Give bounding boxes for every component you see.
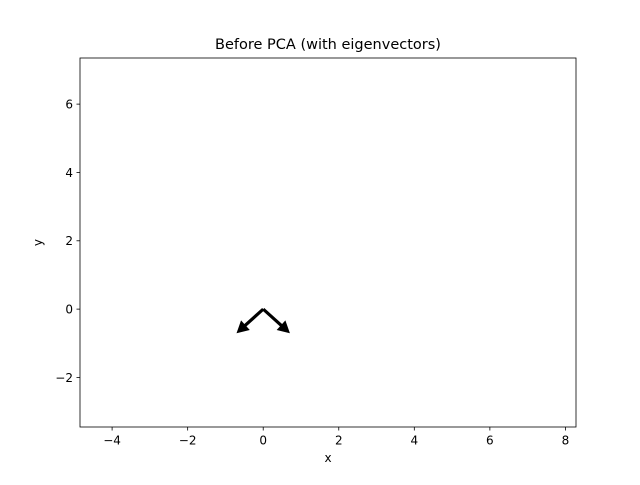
- x-axis-ticks: −4 −2 0 2 4 6 8: [103, 427, 569, 448]
- y-tick-label: 6: [65, 97, 73, 111]
- y-axis-ticks: −2 0 2 4 6: [55, 97, 80, 385]
- eigenvector-arrows: [236, 307, 290, 334]
- y-tick-label: 0: [65, 302, 73, 316]
- x-tick-label: −2: [179, 434, 197, 448]
- eigenvector-arrow-2: [262, 307, 290, 334]
- y-axis-label: y: [31, 239, 45, 246]
- x-tick-label: 2: [335, 434, 343, 448]
- chart-title: Before PCA (with eigenvectors): [215, 37, 441, 53]
- eigenvector-arrow-1: [236, 307, 265, 334]
- y-tick-label: −2: [55, 371, 73, 385]
- y-tick-label: 4: [65, 166, 73, 180]
- x-tick-label: 4: [410, 434, 418, 448]
- x-tick-label: 0: [259, 434, 267, 448]
- x-axis-label: x: [324, 451, 331, 465]
- x-tick-label: −4: [103, 434, 121, 448]
- plot-area: [80, 58, 576, 427]
- plot-frame: [79, 57, 577, 428]
- x-tick-label: 8: [562, 434, 570, 448]
- x-tick-label: 6: [486, 434, 494, 448]
- y-tick-label: 2: [65, 234, 73, 248]
